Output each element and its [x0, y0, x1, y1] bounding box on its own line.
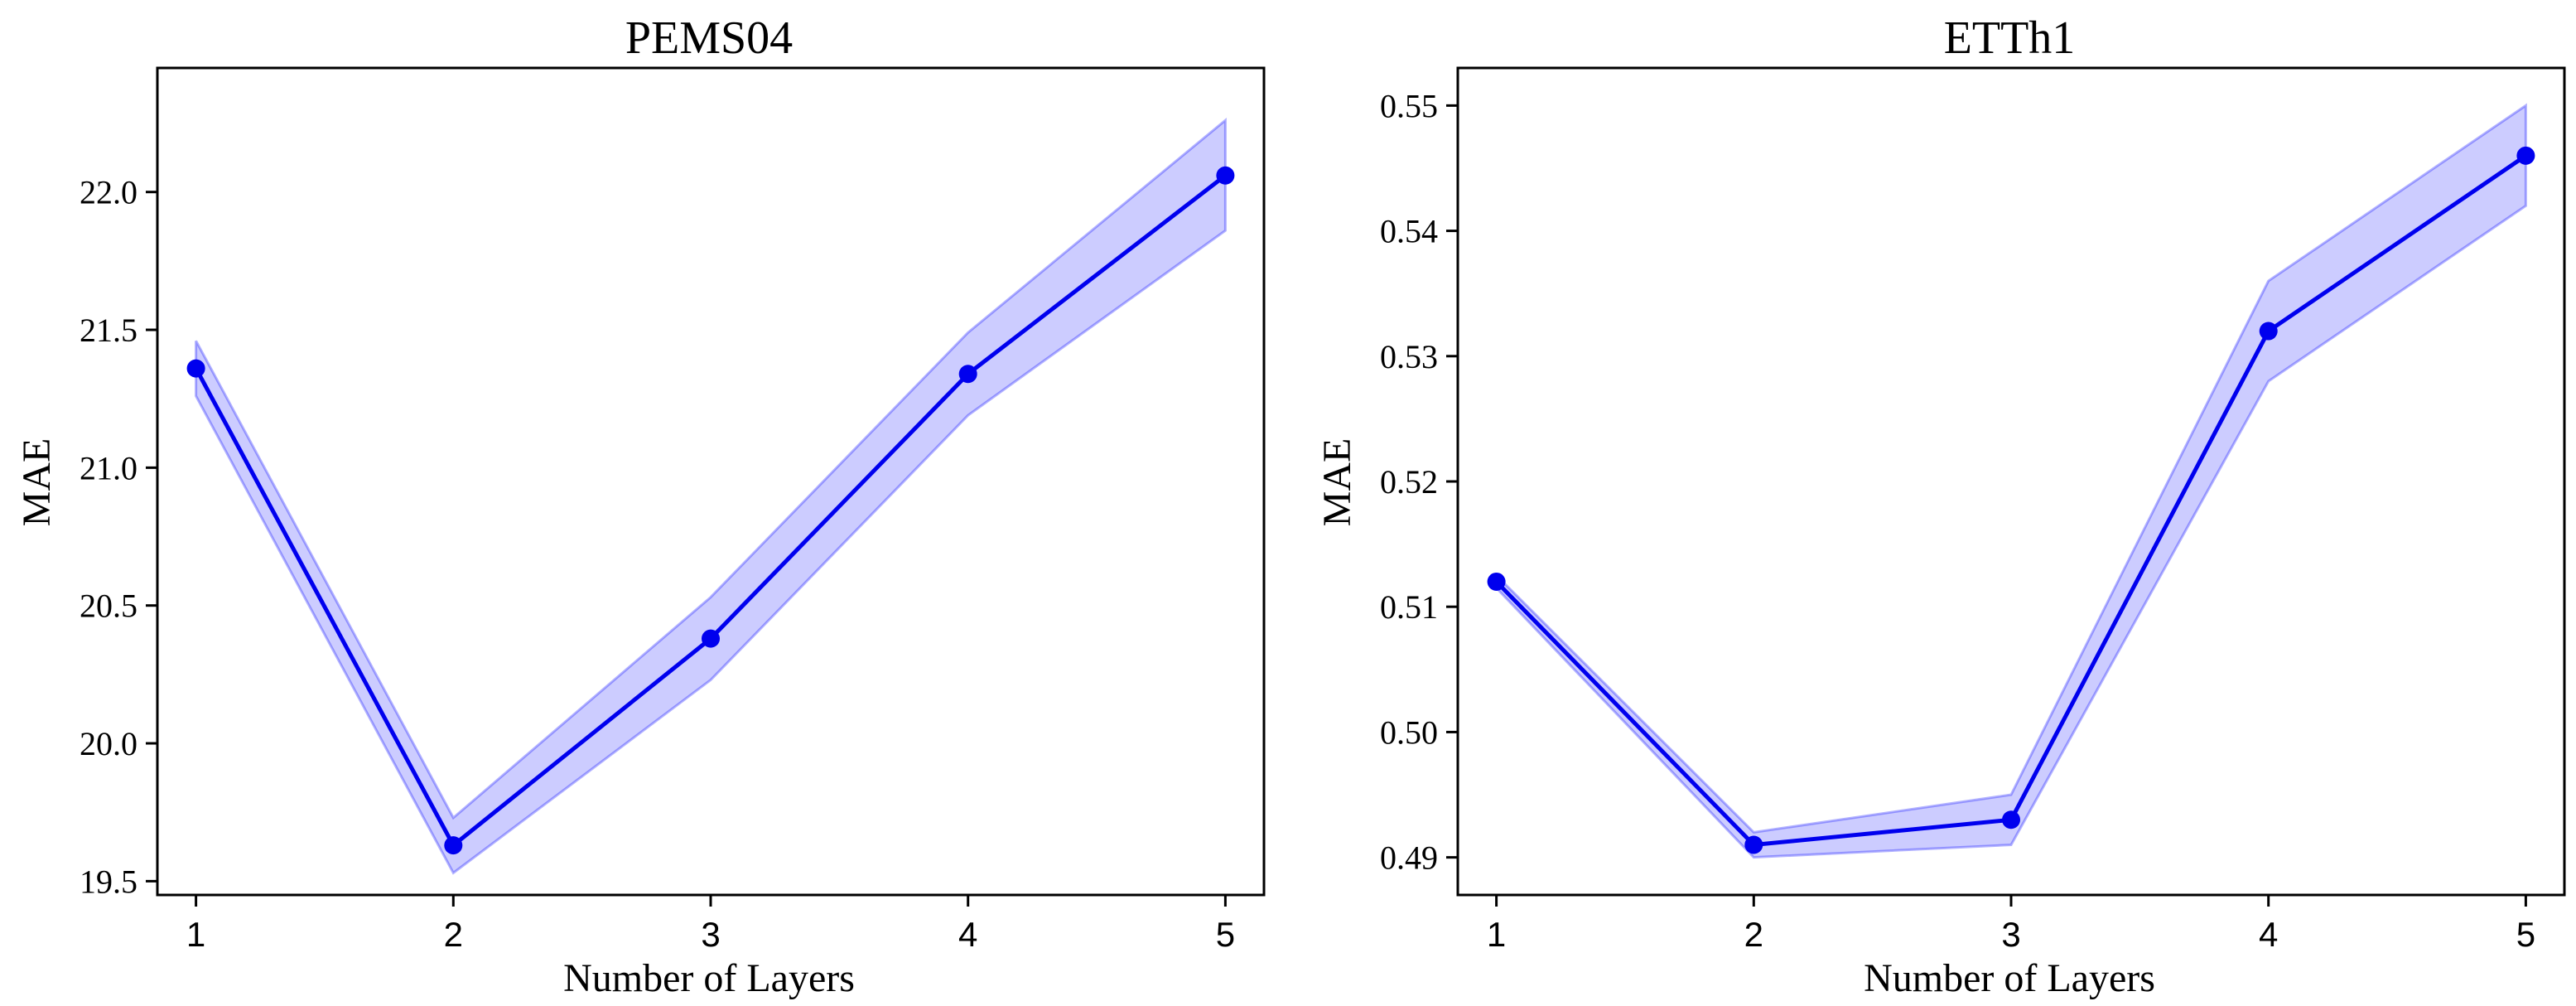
confidence-band-layer — [195, 118, 1227, 875]
y-tick-label: 0.53 — [1380, 338, 1438, 375]
series-line — [1494, 153, 2527, 848]
x-tick-label: 1 — [186, 915, 205, 954]
x-tick-label: 1 — [1487, 915, 1506, 954]
x-axis-label: Number of Layers — [563, 956, 855, 1000]
y-tick-label: 0.52 — [1380, 463, 1438, 501]
x-tick-label: 2 — [1744, 915, 1763, 954]
y-tick-label: 0.51 — [1380, 588, 1438, 626]
confidence-band-layer — [1495, 103, 2527, 859]
confidence-band — [195, 118, 1227, 875]
plot-frame — [156, 66, 1266, 897]
y-axis-label: MAE — [1315, 438, 1359, 527]
x-tick-label: 5 — [2516, 915, 2535, 954]
y-tick-label: 21.5 — [80, 312, 137, 349]
chart-pems04: PEMS04 MAE Number of Layers 19.5 20.0 20.5… — [15, 12, 1266, 1000]
y-tick-layer: 0.49 0.50 0.51 0.52 0.53 0.54 0.55 — [1380, 87, 1458, 877]
chart-title: ETTh1 — [1944, 12, 2076, 64]
x-tick-layer: 1 2 3 4 5 — [1487, 895, 2535, 954]
x-tick-label: 4 — [2259, 915, 2278, 954]
x-tick-label: 3 — [2001, 915, 2020, 954]
x-tick-label: 2 — [444, 915, 463, 954]
data-point — [1216, 166, 1235, 185]
series-line-layer — [186, 166, 1235, 855]
series-line-layer — [1487, 146, 2535, 854]
data-point — [958, 365, 977, 384]
y-tick-label: 22.0 — [80, 174, 137, 211]
y-tick-label: 19.5 — [80, 863, 137, 900]
data-point — [702, 629, 720, 648]
data-point — [1744, 835, 1763, 854]
data-point — [1487, 572, 1506, 591]
x-tick-label: 4 — [958, 915, 977, 954]
plot-frame — [1456, 66, 2566, 897]
data-point — [2516, 146, 2535, 165]
y-tick-label: 21.0 — [80, 449, 137, 486]
y-axis-label: MAE — [15, 438, 59, 527]
y-tick-label: 0.50 — [1380, 713, 1438, 751]
y-tick-label: 0.49 — [1380, 839, 1438, 877]
x-tick-label: 5 — [1216, 915, 1235, 954]
data-point — [444, 836, 463, 855]
data-point — [2002, 810, 2020, 829]
y-tick-layer: 19.5 20.0 20.5 21.0 21.5 22.0 — [80, 174, 157, 900]
x-axis-label: Number of Layers — [1864, 956, 2155, 1000]
y-tick-label: 20.0 — [80, 725, 137, 762]
y-tick-label: 0.54 — [1380, 213, 1438, 250]
chart-etth1: ETTh1 MAE Number of Layers 0.490.500.510… — [1315, 12, 2566, 1000]
y-tick-label: 20.5 — [80, 588, 137, 625]
x-tick-layer: 1 2 3 4 5 — [186, 895, 1235, 954]
y-tick-label: 0.55 — [1380, 87, 1438, 124]
confidence-band — [1495, 103, 2527, 859]
data-point — [186, 359, 205, 378]
x-tick-label: 3 — [701, 915, 720, 954]
data-point — [2259, 322, 2278, 341]
chart-title: PEMS04 — [625, 12, 793, 64]
